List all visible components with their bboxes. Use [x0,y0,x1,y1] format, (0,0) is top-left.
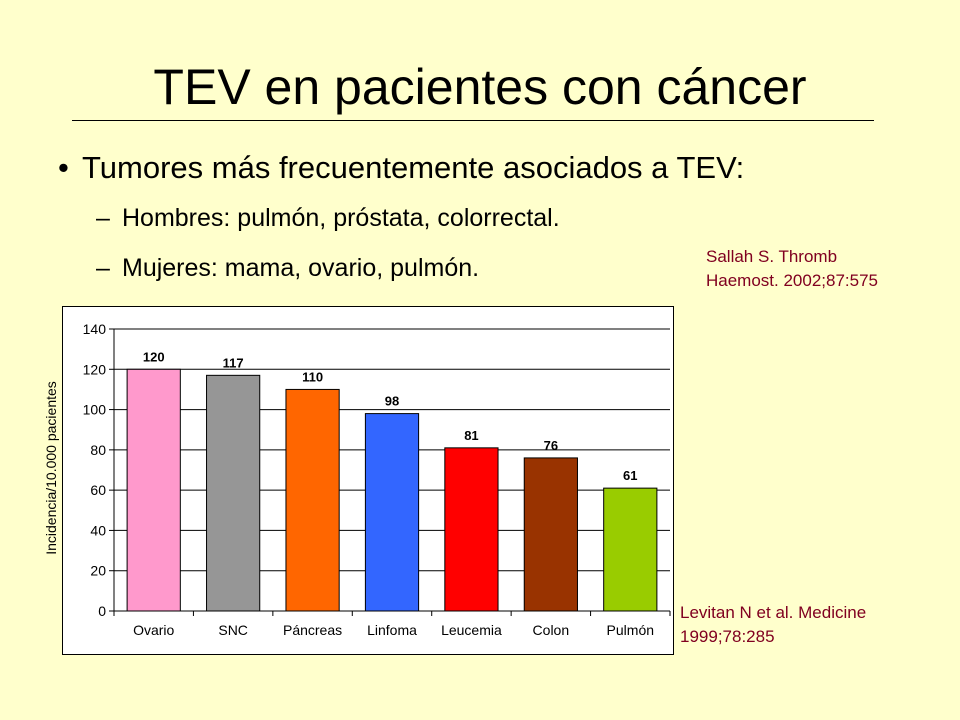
y-tick-label: 120 [83,361,107,377]
data-label: 120 [143,349,165,364]
y-tick-label: 100 [83,402,107,418]
y-tick-label: 60 [90,482,106,498]
y-axis-label: Incidencia/10.000 pacientes [43,381,59,555]
sub-item-dash: – [96,204,110,232]
y-tick-label: 40 [90,522,106,538]
chart-frame: 0 20 40 60 80 100 120 140 Ovario 120 SNC 117 Páncrea… [62,306,674,655]
reference-levitan-line2: 1999;78:285 [680,627,775,646]
reference-levitan-line1: Levitan N et al. Medicine [680,603,867,622]
bar-snc [206,374,261,612]
x-tick-label: Pulmón [607,622,654,638]
y-tick-label: 20 [90,563,106,579]
x-tick-label: Leucemia [441,622,502,638]
x-tick-label: Páncreas [283,622,342,638]
sub-item-women: Mujeres: mama, ovario, pulmón. [122,254,480,282]
data-label: 76 [544,438,558,453]
bullet-text: Tumores más frecuentemente asociados a T… [82,150,745,185]
bar-ovario [126,368,181,612]
x-tick-label: Ovario [133,622,174,638]
bar-colon [523,457,578,612]
slide-title: TEV en pacientes con cáncer [153,59,807,115]
title-underline [72,120,874,121]
bar-chart: 0 20 40 60 80 100 120 140 Ovario 120 SNC 117 Páncrea… [83,321,671,638]
x-tick-label: Linfoma [367,622,417,638]
sub-item-dash: – [96,254,110,282]
bullet-symbol: • [58,150,69,185]
x-tick-label: Colon [533,622,570,638]
reference-sallah-line2: Haemost. 2002;87:575 [706,271,879,290]
bar-pulmón [603,487,658,612]
bar-leucemia [444,447,499,612]
x-tick-label: SNC [218,622,248,638]
y-tick-label: 0 [98,603,106,619]
data-label: 110 [302,369,323,384]
bar-páncreas [285,388,340,612]
y-tick-label: 80 [90,442,106,458]
data-label: 98 [385,394,399,409]
bar-linfoma [364,413,420,612]
data-label: 117 [223,355,244,370]
data-label: 61 [623,468,637,483]
y-tick-label: 140 [83,321,107,337]
reference-sallah-line1: Sallah S. Thromb [706,247,838,266]
data-label: 81 [464,428,478,443]
sub-item-men: Hombres: pulmón, próstata, colorrectal. [122,204,560,232]
